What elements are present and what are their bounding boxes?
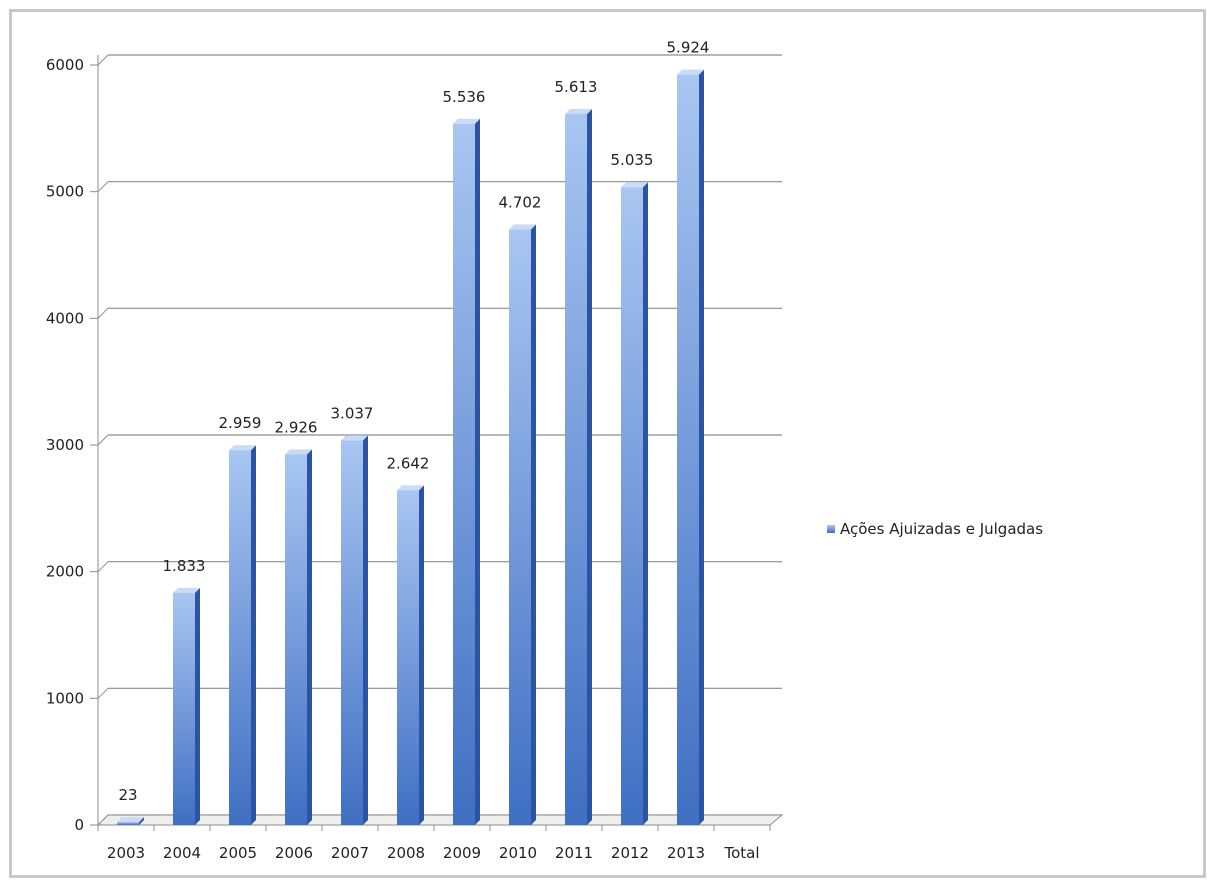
x-tick-label: 2010 bbox=[499, 844, 537, 862]
bar-top bbox=[677, 69, 704, 75]
x-tick-label: 2012 bbox=[611, 844, 649, 862]
bar bbox=[341, 435, 368, 825]
gridline-depth bbox=[97, 54, 109, 66]
bar-top bbox=[173, 587, 200, 593]
data-label: 5.035 bbox=[611, 151, 654, 169]
bar-front bbox=[565, 114, 587, 825]
y-tick-label: 5000 bbox=[46, 183, 84, 201]
x-tick-label: Total bbox=[723, 844, 759, 862]
bar bbox=[285, 449, 312, 825]
x-tick-label: 2006 bbox=[275, 844, 313, 862]
bar bbox=[229, 445, 256, 825]
gridline-depth bbox=[97, 181, 109, 193]
bar bbox=[509, 224, 536, 825]
data-label: 5.613 bbox=[555, 78, 598, 96]
bar-top bbox=[565, 109, 592, 115]
bar-front bbox=[509, 229, 531, 825]
y-tick-label: 4000 bbox=[46, 309, 84, 327]
data-label: 5.924 bbox=[667, 39, 710, 57]
gridline-depth bbox=[97, 687, 109, 699]
data-label: 3.037 bbox=[331, 404, 374, 422]
chart-frame: 0 1000 2000 3000 4000 5000 6000 23 1.833 2.959 2.… bbox=[9, 9, 1206, 878]
y-tick-label: 0 bbox=[74, 816, 84, 834]
data-label: 2.959 bbox=[219, 414, 262, 432]
data-labels: 23 1.833 2.959 2.926 3.037 2.642 5.536 4.702 5.6… bbox=[118, 39, 709, 804]
bar-front bbox=[677, 74, 699, 826]
data-label: 2.926 bbox=[275, 418, 318, 436]
bar-front bbox=[341, 440, 363, 825]
y-tick-label: 3000 bbox=[46, 436, 84, 454]
bar-side bbox=[643, 182, 648, 825]
bar-side bbox=[419, 485, 424, 825]
bar-side bbox=[139, 817, 144, 825]
bar-top bbox=[341, 435, 368, 441]
y-axis: 0 1000 2000 3000 4000 5000 6000 bbox=[46, 55, 99, 834]
bar bbox=[117, 817, 144, 825]
bar-side bbox=[363, 435, 368, 825]
bar-side bbox=[587, 109, 592, 825]
data-label: 4.702 bbox=[499, 193, 542, 211]
bar-top bbox=[117, 817, 144, 823]
bar bbox=[565, 109, 592, 825]
bar-side bbox=[195, 587, 200, 825]
data-label: 2.642 bbox=[387, 454, 430, 472]
y-tick-label: 6000 bbox=[46, 56, 84, 74]
bar-top bbox=[621, 182, 648, 188]
data-label: 5.536 bbox=[443, 88, 486, 106]
x-tick-label: 2013 bbox=[667, 844, 705, 862]
gridlines bbox=[90, 54, 784, 826]
bar bbox=[677, 69, 704, 826]
bar-chart: 0 1000 2000 3000 4000 5000 6000 23 1.833 2.959 2.… bbox=[46, 39, 784, 862]
legend: Ações Ajuizadas e Julgadas bbox=[827, 520, 1043, 538]
bar-front bbox=[453, 123, 475, 826]
bar-front bbox=[285, 454, 307, 825]
legend-swatch bbox=[827, 525, 835, 533]
gridline-depth bbox=[97, 561, 109, 573]
bar-top bbox=[453, 118, 480, 124]
bar-front bbox=[117, 822, 139, 825]
y-tick-label: 2000 bbox=[46, 563, 84, 581]
bar-side bbox=[307, 449, 312, 825]
legend-label: Ações Ajuizadas e Julgadas bbox=[840, 520, 1044, 538]
bar-front bbox=[397, 490, 419, 825]
bar-side bbox=[699, 69, 704, 826]
bar-front bbox=[173, 592, 195, 825]
bar-top bbox=[229, 445, 256, 451]
x-tick-label: 2011 bbox=[555, 844, 593, 862]
bar-front bbox=[621, 187, 643, 825]
y-tick-label: 1000 bbox=[46, 689, 84, 707]
bar-side bbox=[251, 445, 256, 825]
data-label: 1.833 bbox=[163, 557, 206, 575]
bar bbox=[397, 485, 424, 825]
bar-top bbox=[285, 449, 312, 455]
bar bbox=[621, 182, 648, 825]
x-tick-label: 2009 bbox=[443, 844, 481, 862]
bar-top bbox=[397, 485, 424, 491]
x-tick-label: 2007 bbox=[331, 844, 369, 862]
bar-top bbox=[509, 224, 536, 230]
x-tick-label: 2008 bbox=[387, 844, 425, 862]
x-tick-label: 2003 bbox=[107, 844, 145, 862]
gridline-depth bbox=[97, 307, 109, 319]
bar bbox=[173, 587, 200, 825]
gridline-depth bbox=[97, 434, 109, 446]
x-tick-label: 2005 bbox=[219, 844, 257, 862]
bar bbox=[453, 118, 480, 826]
x-axis: 2003 2004 2005 2006 2007 2008 2009 2010 2011 2012… bbox=[97, 825, 771, 862]
bar-side bbox=[531, 224, 536, 825]
bar-side bbox=[475, 118, 480, 826]
x-tick-label: 2004 bbox=[163, 844, 201, 862]
data-label: 23 bbox=[118, 786, 137, 804]
bars bbox=[117, 69, 704, 826]
bar-front bbox=[229, 450, 251, 825]
